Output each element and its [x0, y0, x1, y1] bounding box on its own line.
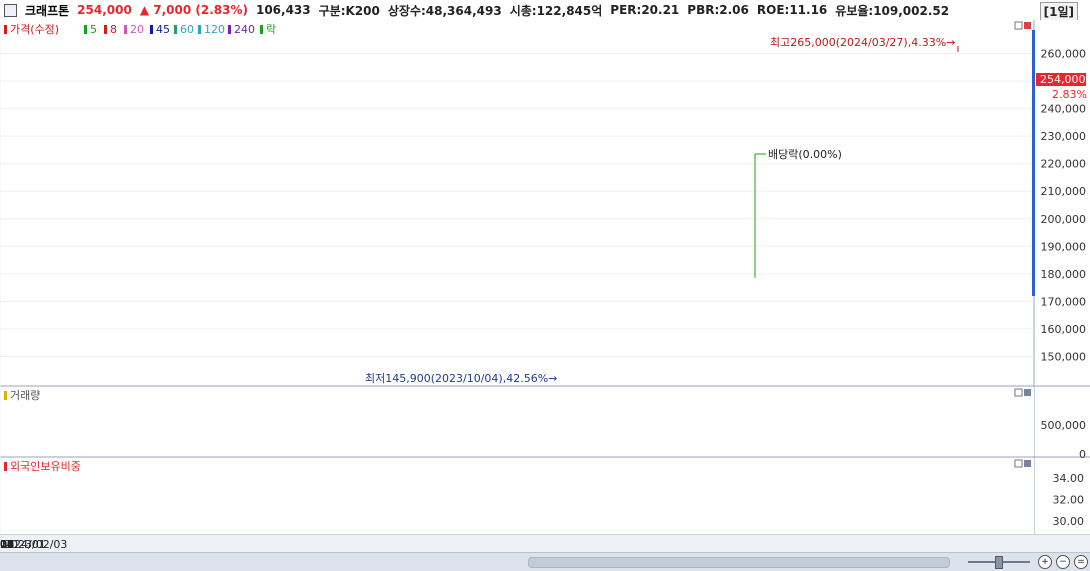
volume-panel [0, 387, 1034, 456]
volume-panel-close-button[interactable] [1024, 389, 1031, 396]
foreign-title-swatch [4, 462, 7, 471]
x-tick-label: 11 [0, 538, 14, 551]
stock-name[interactable]: 크래프톤 [25, 3, 70, 18]
legend-ex-swatch [260, 25, 263, 34]
price-tick-label: 230,000 [1041, 130, 1087, 143]
market-cap: 시총:122,845억 [509, 3, 603, 18]
legend-ma120: 120 [204, 23, 225, 36]
legend-price-swatch [4, 25, 7, 34]
legend-ma8: 8 [110, 23, 117, 36]
legend-ma240-swatch [228, 25, 231, 34]
price-tick-label: 260,000 [1041, 48, 1087, 61]
foreign-tick-label: 32.00 [1053, 494, 1085, 507]
zoom-out-icon[interactable]: − [1056, 555, 1070, 569]
high-annotation: 최고265,000(2024/03/27),4.33%→ [770, 36, 955, 49]
legend-ma45: 45 [156, 23, 170, 36]
volume-panel-min-button[interactable] [1014, 388, 1023, 397]
price-tick-label: 240,000 [1041, 103, 1087, 116]
price-tick-label: 170,000 [1041, 295, 1087, 308]
legend-ma5: 5 [90, 23, 97, 36]
x-tick-label: 04 [0, 538, 14, 551]
price-tick-label: 210,000 [1041, 185, 1087, 198]
price-change: ▲ 7,000 (2.83%) [139, 3, 248, 17]
price-tick-label: 220,000 [1041, 158, 1087, 171]
stock-chart[interactable]: 260,000250,000240,000230,000220,000210,0… [0, 20, 1090, 534]
price-panel-min-button[interactable] [1014, 21, 1023, 30]
foreign-panel-close-button[interactable] [1024, 460, 1031, 467]
grid [0, 20, 1034, 534]
price-tick-label: 180,000 [1041, 268, 1087, 281]
x-axis: 2023/02/030405060708091011122024/0102030… [0, 538, 67, 551]
price-panel-close-button[interactable] [1024, 22, 1031, 29]
legend-ma60-swatch [174, 25, 177, 34]
roe-value: ROE:11.16 [756, 3, 828, 17]
current-price-label: 254,000 [1040, 73, 1086, 86]
price-range-indicator [1032, 30, 1035, 296]
current-change-label: 2.83% [1052, 88, 1087, 101]
foreign-tick-label: 34.00 [1053, 472, 1085, 485]
menu-icon[interactable] [4, 3, 17, 17]
price-tick-label: 190,000 [1041, 240, 1087, 253]
current-price: 254,000 [77, 3, 132, 17]
current-price-tag [1036, 73, 1086, 86]
zoom-in-icon[interactable]: + [1038, 555, 1052, 569]
foreign-tick-label: 30.00 [1053, 515, 1085, 528]
price-tick-label: 160,000 [1041, 323, 1087, 336]
x-tick-label: 06 [0, 538, 14, 551]
pbr-value: PBR:2.06 [687, 3, 749, 17]
volume-title: 거래량 [10, 389, 40, 402]
legend-ma20-swatch [124, 25, 127, 34]
legend-price: 가격(수정) [10, 23, 59, 36]
chart-scrollbar[interactable]: + − = [0, 552, 1090, 571]
price-tick-label: 200,000 [1041, 213, 1087, 226]
dividend-annotation: 배당락(0.00%) [768, 148, 842, 161]
legend-ex: 락 [266, 23, 276, 36]
category-value: 구분:K200 [318, 3, 380, 18]
price-legend: 가격(수정) 5 8 20 45 60 120 240 락 [4, 23, 276, 36]
x-tick-label: 07 [0, 538, 14, 551]
legend-ma240: 240 [234, 23, 255, 36]
x-tick-label: 2024/01 [0, 538, 46, 551]
legend-ma8-swatch [104, 25, 107, 34]
x-tick-label: 10 [0, 538, 14, 551]
scroll-thumb[interactable] [528, 557, 950, 568]
x-axis-bar: 2023/02/03 04 05 06 07 08 09 10 11 12 2024/01 02 03 0… [0, 534, 1090, 553]
volume-tick-label: 500,000 [1041, 419, 1087, 432]
price-tick-label: 150,000 [1041, 350, 1087, 363]
foreign-panel [0, 458, 1034, 534]
per-value: PER:20.21 [610, 3, 680, 17]
legend-ma45-swatch [150, 25, 153, 34]
foreign-panel-min-button[interactable] [1014, 459, 1023, 468]
legend-ma60: 60 [180, 23, 194, 36]
legend-ma120-swatch [198, 25, 201, 34]
listed-shares: 상장수:48,364,493 [387, 3, 502, 18]
volume-title-swatch [4, 391, 7, 400]
price-axis-area [1034, 20, 1090, 534]
volume-tick-label: 0 [1079, 448, 1086, 461]
x-tick-label: 09 [0, 538, 14, 551]
stock-header: 크래프톤 254,000 ▲ 7,000 (2.83%) 106,433 구분:… [0, 0, 1090, 21]
float-value: 유보율:109,002.52 [835, 3, 950, 18]
x-tick-label: 04 [0, 538, 14, 551]
low-annotation: 최저145,900(2023/10/04),42.56%→ [365, 372, 557, 385]
zoom-slider-knob[interactable] [995, 556, 1003, 569]
zoom-reset-icon[interactable]: = [1074, 555, 1088, 569]
x-tick-label: 03 [0, 538, 14, 551]
x-tick-labels: 2023/02/030405060708091011122024/0102030… [0, 538, 67, 551]
x-tick-label: 05 [0, 538, 14, 551]
x-tick-label: 12 [0, 538, 14, 551]
x-tick-label: 08 [0, 538, 14, 551]
x-tick-label: 2023/02/03 [4, 538, 67, 551]
x-tick-label: 02 [0, 538, 14, 551]
legend-ma20: 20 [130, 23, 144, 36]
legend-ma5-swatch [84, 25, 87, 34]
period-button[interactable]: [1일] [1039, 2, 1078, 21]
foreign-title: 외국인보유비중 [10, 460, 81, 473]
volume-value: 106,433 [255, 3, 311, 17]
